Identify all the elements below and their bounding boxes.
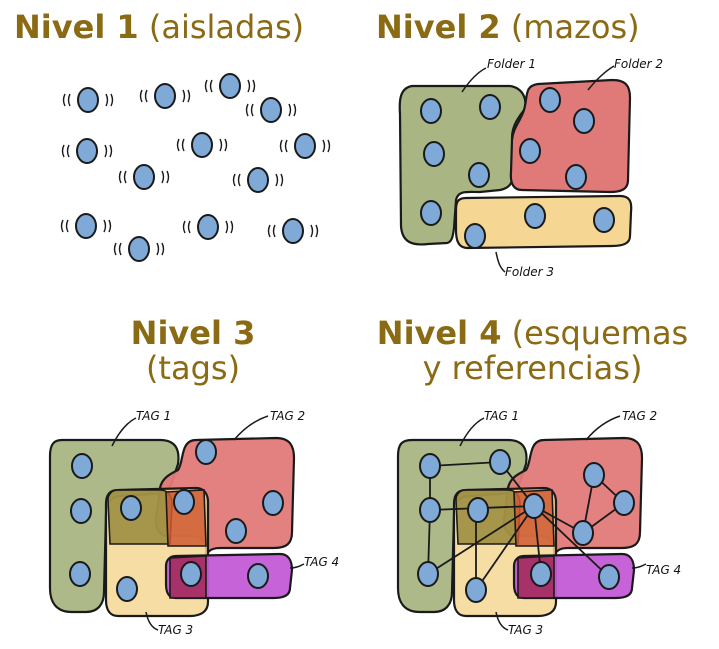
level3-tag3-label: TAG 3 bbox=[158, 623, 193, 637]
level2-title-rest: (mazos) bbox=[510, 8, 640, 46]
level3-tags bbox=[48, 415, 305, 631]
level3-title-bold: Nivel 3 bbox=[130, 314, 256, 352]
level3-title: Nivel 3 (tags) bbox=[118, 314, 268, 388]
level2-folders bbox=[398, 65, 633, 273]
level3-tag4-label: TAG 4 bbox=[304, 555, 339, 569]
level4-title-bold: Nivel 4 bbox=[376, 314, 502, 352]
level1-title: Nivel 1 (aisladas) bbox=[14, 8, 305, 46]
level3-tag2-label: TAG 2 bbox=[270, 409, 305, 423]
level4-title-rest-2: y referencias) bbox=[422, 349, 643, 388]
level4-title-rest-1: (esquemas bbox=[511, 314, 689, 352]
level2-title-bold: Nivel 2 bbox=[376, 8, 501, 46]
level1-isolated-notes bbox=[60, 73, 331, 262]
level4-tag2-label: TAG 2 bbox=[622, 409, 657, 423]
folder2-shape bbox=[509, 78, 632, 194]
level4-tag3-label: TAG 3 bbox=[508, 623, 543, 637]
level4-tag4-label: TAG 4 bbox=[646, 563, 681, 577]
level3-tag1-label: TAG 1 bbox=[136, 409, 171, 423]
folder3-label: Folder 3 bbox=[505, 265, 554, 279]
level4-schemas bbox=[396, 415, 647, 631]
level4-tag1-label: TAG 1 bbox=[484, 409, 519, 423]
level3-title-rest: (tags) bbox=[145, 349, 241, 388]
folder1-label: Folder 1 bbox=[487, 57, 536, 71]
level1-title-rest: (aisladas) bbox=[148, 8, 305, 46]
level2-title: Nivel 2 (mazos) bbox=[376, 8, 640, 46]
folder2-label: Folder 2 bbox=[614, 57, 663, 71]
level1-title-bold: Nivel 1 bbox=[14, 8, 139, 46]
level4-title: Nivel 4 (esquemas y referencias) bbox=[350, 314, 715, 388]
